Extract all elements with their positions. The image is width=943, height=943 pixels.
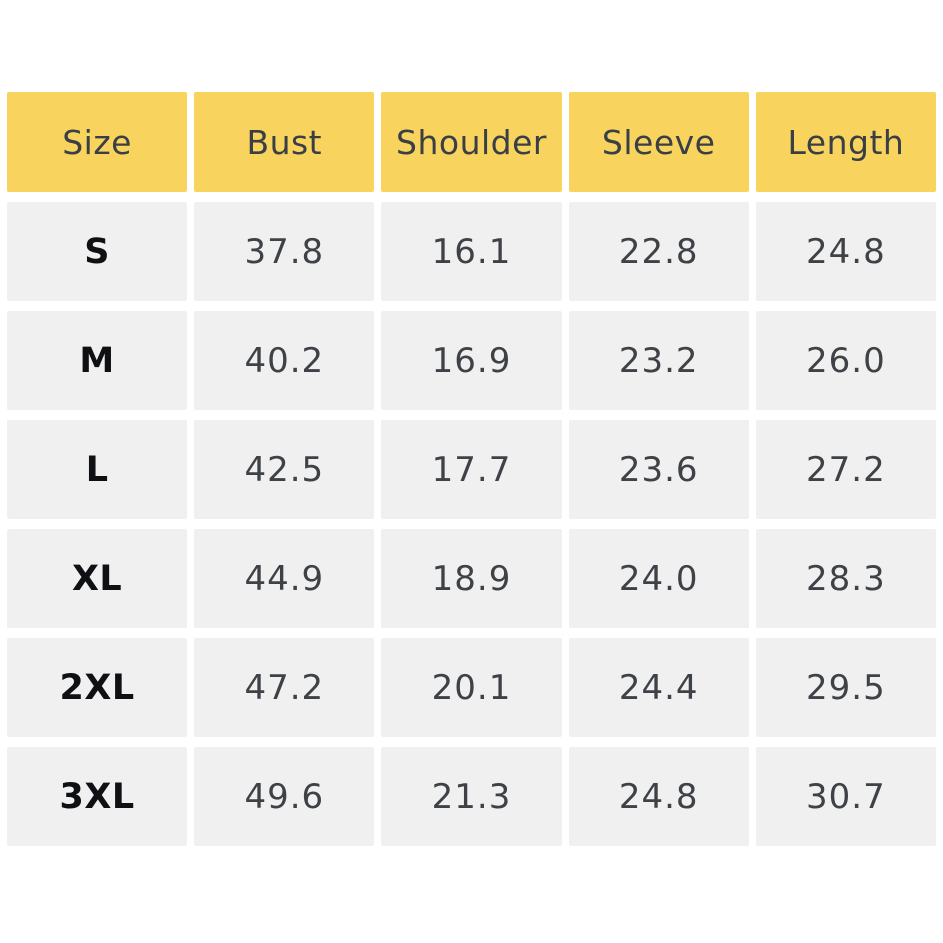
measurement-cell: 24.0 bbox=[568, 529, 749, 628]
measurement-cell: 37.8 bbox=[194, 202, 375, 301]
measurement-cell: 24.4 bbox=[568, 638, 749, 737]
measurement-cell: 26.0 bbox=[755, 311, 936, 410]
measurement-cell: 28.3 bbox=[755, 529, 936, 628]
column-header-size: Size bbox=[7, 92, 188, 192]
size-cell: L bbox=[7, 420, 188, 519]
size-chart-table: Size Bust Shoulder Sleeve Length S 37.8 16… bbox=[7, 92, 936, 846]
measurement-cell: 21.3 bbox=[381, 747, 562, 846]
measurement-cell: 24.8 bbox=[755, 202, 936, 301]
column-header-shoulder: Shoulder bbox=[381, 92, 562, 192]
measurement-cell: 16.9 bbox=[381, 311, 562, 410]
size-cell: 3XL bbox=[7, 747, 188, 846]
measurement-cell: 22.8 bbox=[568, 202, 749, 301]
measurement-cell: 18.9 bbox=[381, 529, 562, 628]
size-cell: XL bbox=[7, 529, 188, 628]
measurement-cell: 27.2 bbox=[755, 420, 936, 519]
measurement-cell: 24.8 bbox=[568, 747, 749, 846]
column-header-bust: Bust bbox=[194, 92, 375, 192]
measurement-cell: 23.2 bbox=[568, 311, 749, 410]
measurement-cell: 16.1 bbox=[381, 202, 562, 301]
measurement-cell: 42.5 bbox=[194, 420, 375, 519]
measurement-cell: 29.5 bbox=[755, 638, 936, 737]
size-cell: M bbox=[7, 311, 188, 410]
column-header-length: Length bbox=[755, 92, 936, 192]
measurement-cell: 20.1 bbox=[381, 638, 562, 737]
measurement-cell: 17.7 bbox=[381, 420, 562, 519]
size-cell: S bbox=[7, 202, 188, 301]
measurement-cell: 44.9 bbox=[194, 529, 375, 628]
size-cell: 2XL bbox=[7, 638, 188, 737]
measurement-cell: 30.7 bbox=[755, 747, 936, 846]
column-header-sleeve: Sleeve bbox=[568, 92, 749, 192]
measurement-cell: 49.6 bbox=[194, 747, 375, 846]
measurement-cell: 47.2 bbox=[194, 638, 375, 737]
measurement-cell: 23.6 bbox=[568, 420, 749, 519]
measurement-cell: 40.2 bbox=[194, 311, 375, 410]
